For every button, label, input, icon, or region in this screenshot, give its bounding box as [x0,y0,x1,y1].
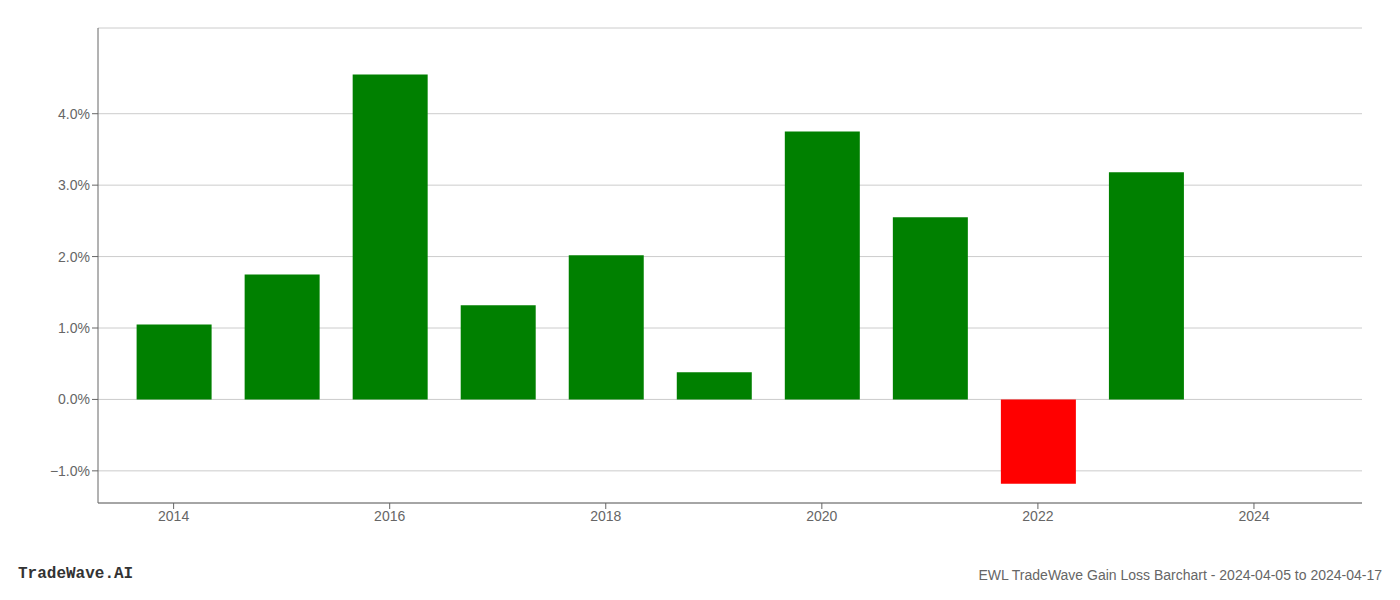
html-text:TradeWave.AI: TradeWave.AI [18,565,134,583]
html-text:EWL TradeWave Gain Loss Barcha: EWL TradeWave Gain Loss Barchart - 2024-… [978,567,1382,583]
svg-text:2022: 2022 [1022,508,1053,524]
svg-text:−1.0%: −1.0% [50,463,90,479]
svg-text:2.0%: 2.0% [58,249,90,265]
svg-text:2020: 2020 [806,508,837,524]
svg-text:2014: 2014 [158,508,189,524]
svg-text:2024: 2024 [1238,508,1269,524]
svg-text:0.0%: 0.0% [58,391,90,407]
svg-text:4.0%: 4.0% [58,106,90,122]
svg-text:2018: 2018 [590,508,621,524]
svg-text:2016: 2016 [374,508,405,524]
svg-text:3.0%: 3.0% [58,177,90,193]
svg-text:1.0%: 1.0% [58,320,90,336]
